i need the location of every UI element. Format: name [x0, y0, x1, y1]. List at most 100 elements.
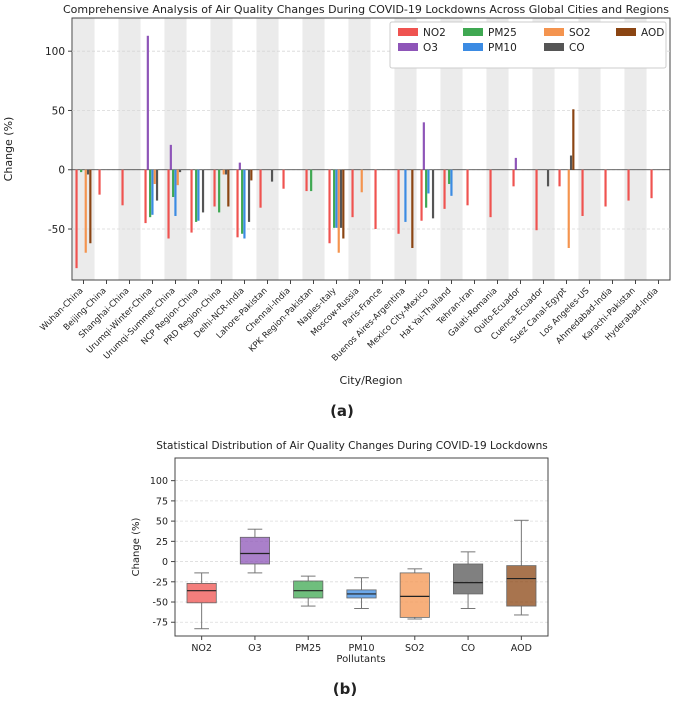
chart-b-boxes — [186, 519, 537, 630]
band-galati-romania — [486, 18, 509, 280]
bar-pm10-mexico-city-mexico — [427, 169, 430, 194]
bar-no2-moscow-russia — [351, 169, 354, 218]
ytick-label-50: 50 — [52, 105, 65, 117]
chart-a-title: Comprehensive Analysis of Air Quality Ch… — [63, 3, 669, 16]
bar-no2-hat-yai-thailand — [443, 169, 446, 209]
bar-so2-prd-region-china — [222, 169, 225, 175]
bar-co-delhi-ncr-india — [247, 169, 251, 222]
bar-pm25-delhi-ncr-india — [241, 169, 244, 234]
bar-so2-naples-italy — [337, 169, 340, 253]
bar-o3-urumqi-summer-china — [169, 144, 172, 170]
bar-pm10-hat-yai-thailand — [450, 169, 453, 196]
bar-pm25-prd-region-china — [218, 169, 221, 213]
bar-no2-beijing-china — [98, 169, 101, 195]
legend-label-o3: O3 — [423, 42, 438, 54]
legend-swatch-co — [544, 43, 564, 51]
box-co — [453, 563, 484, 595]
b-xtick-label-pm10: PM10 — [348, 643, 374, 654]
bar-aod-suez-canal-egypt — [572, 109, 575, 170]
legend-label-pm10: PM10 — [488, 42, 517, 54]
band-moscow-russia — [348, 18, 371, 280]
bar-so2-moscow-russia — [360, 169, 363, 193]
band-prd-region-china — [210, 18, 233, 280]
bar-so2-wuhan-china — [84, 169, 87, 253]
legend-label-so2: SO2 — [569, 27, 591, 39]
bar-pm25-naples-italy — [333, 169, 336, 228]
bar-no2-kpk-region-pakistan — [305, 169, 308, 192]
bar-so2-suez-canal-egypt — [567, 169, 570, 248]
b-ytick-label-75: 75 — [156, 496, 168, 507]
bar-no2-naples-italy — [328, 169, 331, 244]
bar-pm25-urumqi-summer-china — [172, 169, 175, 198]
band-urumqi-summer-china — [164, 18, 187, 280]
chart-b-y-ticks: -75 -50 -25 0 25 50 75 100 — [150, 476, 175, 629]
bar-no2-ncp-region-china — [190, 169, 193, 233]
legend-swatch-so2 — [544, 28, 564, 36]
box-no2 — [186, 583, 217, 604]
b-ytick-label-25: 25 — [156, 537, 168, 548]
panel-b-label: (b) — [333, 680, 357, 698]
bar-no2-paris-france — [374, 169, 377, 230]
bar-aod-naples-italy — [342, 169, 345, 239]
bar-no2-cuenca-ecuador — [535, 169, 538, 231]
box-o3 — [239, 536, 270, 565]
band-hat-yai-thailand — [440, 18, 463, 280]
band-cuenca-ecuador — [532, 18, 555, 280]
bar-no2-urumqi-summer-china — [167, 169, 170, 239]
bar-aod-delhi-ncr-india — [250, 169, 253, 181]
b-ytick-label--25: -25 — [152, 577, 168, 588]
chart-a-x-ticks: Wuhan-ChinaBeijing-ChinaShanghai-ChinaUr… — [38, 280, 661, 364]
chart-a-xlabel: City/Region — [340, 374, 403, 387]
bar-no2-lahore-pakistan — [259, 169, 262, 208]
chart-b-x-ticks: NO2 O3 PM25 PM10 SO2 CO AOD — [191, 636, 532, 654]
bar-no2-los-angeles-us — [581, 169, 584, 216]
box-aod — [506, 565, 537, 607]
band-lahore-pakistan — [256, 18, 279, 280]
bar-no2-mexico-city-mexico — [420, 169, 423, 221]
bar-pm25-kpk-region-pakistan — [310, 169, 313, 192]
chart-a-bars — [75, 35, 653, 269]
bar-no2-urumqi-winter-china — [144, 169, 147, 224]
chart-b-xlabel: Pollutants — [336, 654, 385, 665]
b-ytick-label-50: 50 — [156, 517, 168, 528]
bar-no2-karachi-pakistan — [627, 169, 630, 201]
bar-no2-galati-romania — [489, 169, 492, 218]
ytick-label--50: -50 — [48, 224, 65, 236]
bar-so2-urumqi-winter-china — [153, 169, 156, 184]
bar-o3-delhi-ncr-india — [238, 162, 241, 170]
bar-no2-quito-ecuador — [512, 169, 515, 187]
bar-pm25-hat-yai-thailand — [448, 169, 451, 184]
bar-aod-wuhan-china — [89, 169, 92, 244]
box-so2 — [399, 572, 430, 618]
bar-pm10-delhi-ncr-india — [243, 169, 246, 239]
bar-no2-ahmedabad-india — [604, 169, 607, 207]
chart-a-ylabel: Change (%) — [2, 117, 15, 182]
band-kpk-region-pakistan — [302, 18, 325, 280]
chart-a-bands — [72, 18, 647, 280]
bar-no2-delhi-ncr-india — [236, 169, 239, 238]
b-xtick-label-o3: O3 — [248, 643, 262, 654]
bar-co-ncp-region-china — [201, 169, 205, 213]
bar-pm25-wuhan-china — [80, 169, 83, 173]
bar-pm10-urumqi-winter-china — [151, 169, 154, 215]
bar-no2-prd-region-china — [213, 169, 216, 207]
b-xtick-label-pm25: PM25 — [295, 643, 321, 654]
bar-o3-quito-ecuador — [514, 157, 517, 170]
legend-label-pm25: PM25 — [488, 27, 517, 39]
b-xtick-label-no2: NO2 — [191, 643, 212, 654]
bar-no2-tehran-iran — [466, 169, 469, 206]
bar-co-lahore-pakistan — [270, 169, 274, 182]
bar-no2-chennai-india — [282, 169, 285, 189]
b-xtick-label-aod: AOD — [511, 643, 532, 654]
chart-b-frame — [174, 457, 549, 637]
band-buenos-aires-argentina — [394, 18, 417, 280]
b-ytick-label-100: 100 — [150, 476, 168, 487]
band-los-angeles-us — [578, 18, 601, 280]
legend-swatch-pm10 — [463, 43, 483, 51]
bar-no2-buenos-aires-argentina — [397, 169, 400, 234]
bar-aod-prd-region-china — [227, 169, 230, 207]
bar-so2-urumqi-summer-china — [176, 169, 179, 186]
bar-no2-wuhan-china — [75, 169, 78, 269]
b-ytick-label--50: -50 — [152, 598, 168, 609]
